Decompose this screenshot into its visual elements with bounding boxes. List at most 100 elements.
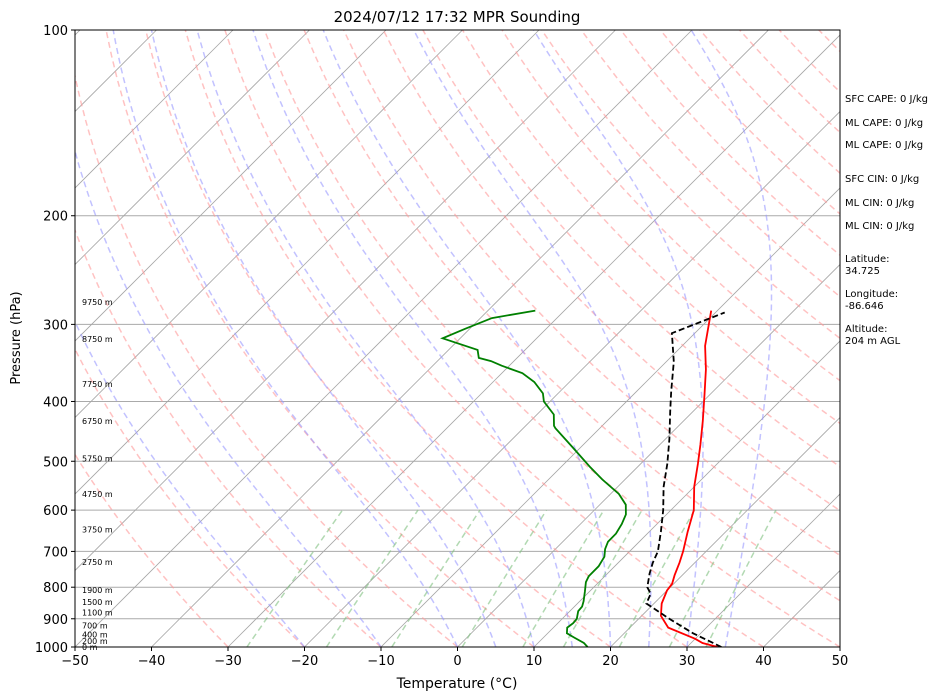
y-tick-label: 800 bbox=[43, 581, 68, 596]
temperature-profile-line bbox=[659, 310, 718, 647]
height-label: 8750 m bbox=[82, 335, 113, 344]
x-tick-label: −10 bbox=[367, 654, 394, 669]
isotherm-line bbox=[75, 30, 310, 266]
isotherm-line bbox=[75, 30, 616, 572]
x-tick-label: 40 bbox=[755, 654, 772, 669]
x-tick-label: −40 bbox=[138, 654, 165, 669]
isotherm-line bbox=[304, 110, 840, 647]
height-label: 2750 m bbox=[82, 558, 113, 567]
x-tick-label: 50 bbox=[832, 654, 849, 669]
moist-adiabat-line bbox=[75, 148, 382, 647]
mixing-ratio-line bbox=[461, 509, 548, 647]
height-label: 1900 m bbox=[82, 586, 113, 595]
side-info-line: -86.646 bbox=[845, 301, 884, 312]
dewpoint-profile-line bbox=[440, 309, 627, 647]
side-info-line: SFC CAPE: 0 J/kg bbox=[845, 94, 928, 105]
y-tick-label: 900 bbox=[43, 613, 68, 628]
side-info-line: ML CIN: 0 J/kg bbox=[845, 198, 914, 209]
side-info-line: Latitude: bbox=[845, 254, 890, 265]
x-tick-label: −30 bbox=[214, 654, 241, 669]
height-label: 7750 m bbox=[82, 380, 113, 389]
y-tick-label: 700 bbox=[43, 545, 68, 560]
side-info-line: 34.725 bbox=[845, 266, 880, 277]
chart-title: 2024/07/12 17:32 MPR Sounding bbox=[334, 8, 581, 26]
mixing-ratio-line bbox=[668, 509, 743, 647]
isotherm-line bbox=[75, 30, 387, 342]
isotherm-line bbox=[610, 416, 840, 647]
isotherm-line bbox=[686, 493, 840, 647]
height-label: 700 m bbox=[82, 622, 108, 631]
isotherm-line bbox=[75, 30, 463, 419]
dry-adiabat-line bbox=[580, 30, 840, 298]
y-tick-label: 1000 bbox=[35, 641, 68, 656]
dry-adiabat-line bbox=[75, 72, 458, 647]
dry-adiabat-line bbox=[144, 30, 611, 647]
parcel-profile-line bbox=[645, 311, 726, 647]
side-info-line: SFC CIN: 0 J/kg bbox=[845, 174, 919, 185]
mixing-ratio-line bbox=[618, 509, 696, 647]
x-tick-label: 0 bbox=[453, 654, 461, 669]
dry-adiabat-line bbox=[75, 228, 382, 647]
side-info-panel: SFC CAPE: 0 J/kg ML CAPE: 0 J/kg ML CAPE: … bbox=[845, 94, 928, 347]
moist-adiabat-line bbox=[150, 30, 497, 647]
dry-adiabat-line bbox=[184, 30, 688, 647]
isotherm-line bbox=[227, 34, 840, 647]
height-label: 400 m bbox=[82, 630, 108, 639]
y-tick-label: 200 bbox=[43, 210, 68, 225]
isotherm-line bbox=[75, 30, 693, 647]
dry-adiabat-line bbox=[75, 452, 229, 647]
x-tick-label: 30 bbox=[679, 654, 696, 669]
dry-adiabat-line bbox=[75, 347, 306, 647]
x-tick-label: 20 bbox=[602, 654, 619, 669]
side-info-line: 204 m AGL bbox=[845, 336, 901, 347]
moist-adiabat-line bbox=[252, 30, 574, 647]
isotherm-line bbox=[0, 30, 4, 647]
height-label: 1500 m bbox=[82, 598, 113, 607]
height-label: 9750 m bbox=[82, 298, 113, 307]
height-label: 4750 m bbox=[82, 490, 113, 499]
y-tick-label: 400 bbox=[43, 395, 68, 410]
height-label: 6750 m bbox=[82, 417, 113, 426]
data-lines bbox=[440, 309, 726, 647]
dry-adiabat-line bbox=[263, 30, 840, 647]
mixing-ratio-line bbox=[562, 509, 643, 647]
mixing-ratio-line bbox=[522, 509, 605, 647]
moist-adiabat-line bbox=[533, 30, 704, 647]
isotherm-line bbox=[533, 340, 840, 647]
x-axis-label: Temperature (°C) bbox=[396, 676, 518, 692]
moist-adiabat-line bbox=[112, 30, 459, 647]
dry-adiabat-line bbox=[105, 30, 535, 647]
isotherm-line bbox=[457, 263, 840, 647]
x-axis: −50 −40 −30 −20 −10 0 10 20 30 40 50 bbox=[61, 647, 848, 669]
y-axis-label: Pressure (hPa) bbox=[9, 291, 24, 384]
height-label: 200 m bbox=[82, 637, 108, 646]
height-label: 1100 m bbox=[82, 609, 113, 618]
side-info-line: Longitude: bbox=[845, 289, 898, 300]
mixing-ratio-line bbox=[325, 509, 419, 647]
moist-adiabat-line bbox=[322, 30, 612, 647]
plot-frame bbox=[74, 29, 841, 648]
side-info-line: ML CAPE: 0 J/kg bbox=[845, 118, 923, 129]
y-tick-label: 600 bbox=[43, 504, 68, 519]
height-label: 3750 m bbox=[82, 525, 113, 534]
isotherm-line bbox=[380, 187, 840, 647]
isotherm-line bbox=[151, 30, 769, 647]
moist-adiabat-line bbox=[196, 30, 535, 647]
side-info-line: ML CIN: 0 J/kg bbox=[845, 221, 914, 232]
x-tick-label: −20 bbox=[291, 654, 318, 669]
y-tick-label: 500 bbox=[43, 455, 68, 470]
x-tick-label: 10 bbox=[526, 654, 543, 669]
side-info-line: ML CAPE: 0 J/kg bbox=[845, 140, 923, 151]
background-lines bbox=[0, 30, 840, 647]
side-info-line: Altitude: bbox=[845, 324, 887, 335]
mixing-ratio-line bbox=[246, 509, 344, 647]
y-tick-label: 100 bbox=[43, 24, 68, 39]
isotherm-line bbox=[75, 30, 234, 189]
y-tick-label: 300 bbox=[43, 318, 68, 333]
isotherm-line bbox=[75, 30, 540, 495]
y-axis: 100 200 300 400 500 600 700 800 900 1000 bbox=[35, 24, 75, 656]
mixing-ratio-line bbox=[705, 509, 777, 647]
moist-adiabat-line bbox=[413, 30, 652, 647]
